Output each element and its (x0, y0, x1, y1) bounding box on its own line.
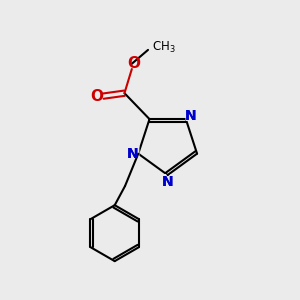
Text: O: O (127, 56, 140, 71)
Text: N: N (184, 109, 196, 123)
Text: N: N (162, 175, 173, 188)
Text: N: N (127, 147, 139, 161)
Text: CH$_3$: CH$_3$ (152, 40, 176, 55)
Text: N: N (127, 147, 139, 161)
Text: N: N (162, 175, 173, 188)
Text: N: N (183, 106, 197, 124)
Text: N: N (126, 145, 140, 163)
Text: N: N (184, 109, 196, 123)
Text: O: O (90, 88, 103, 104)
Text: N: N (161, 172, 175, 190)
